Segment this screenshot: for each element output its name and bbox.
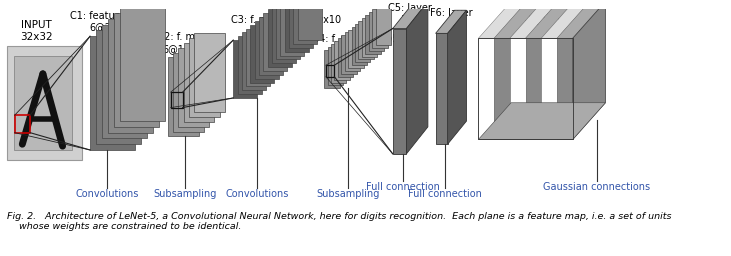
Polygon shape	[393, 2, 428, 29]
Bar	[281, 0, 304, 56]
Text: S2: f. maps
6@14x14: S2: f. maps 6@14x14	[158, 32, 213, 54]
Text: Convolutions: Convolutions	[75, 188, 139, 199]
Bar	[242, 33, 266, 90]
Text: Gaussian connections: Gaussian connections	[543, 182, 651, 192]
Bar	[259, 17, 283, 75]
Bar	[479, 38, 573, 139]
Bar	[326, 65, 334, 77]
Text: Fig. 2.   Architecture of LeNet-5, a Convolutional Neural Network, here for digi: Fig. 2. Architecture of LeNet-5, a Convo…	[7, 212, 671, 231]
Polygon shape	[510, 2, 558, 38]
Bar	[376, 6, 391, 45]
Bar	[284, 0, 308, 52]
Polygon shape	[479, 103, 605, 139]
Polygon shape	[479, 2, 527, 38]
Text: Full connection: Full connection	[366, 182, 440, 192]
Polygon shape	[526, 38, 542, 139]
Bar	[348, 29, 363, 68]
Text: OUTPUT
10: OUTPUT 10	[522, 13, 561, 34]
Text: Subsampling: Subsampling	[317, 188, 380, 199]
Bar	[178, 48, 209, 127]
Bar	[355, 24, 371, 62]
Bar	[338, 38, 353, 77]
Bar	[102, 25, 147, 138]
Bar	[276, 2, 300, 59]
Polygon shape	[447, 10, 466, 144]
Polygon shape	[479, 38, 494, 139]
Bar	[194, 33, 224, 112]
Text: Convolutions: Convolutions	[226, 188, 289, 199]
Polygon shape	[557, 38, 573, 139]
Text: C3: f. maps 16@10x10: C3: f. maps 16@10x10	[231, 15, 341, 25]
Bar	[238, 36, 262, 94]
Bar	[114, 13, 159, 127]
Bar	[327, 47, 343, 86]
Bar	[96, 30, 140, 144]
Bar	[251, 25, 274, 82]
Bar	[263, 13, 287, 71]
Bar	[14, 56, 72, 150]
Bar	[246, 29, 270, 86]
Bar	[170, 92, 183, 108]
Bar	[268, 9, 292, 67]
Bar	[189, 38, 219, 117]
Bar	[393, 29, 406, 154]
Text: S4: f. maps 16@5x5: S4: f. maps 16@5x5	[313, 34, 411, 44]
Polygon shape	[436, 10, 466, 33]
Bar	[289, 0, 313, 48]
Bar	[436, 33, 447, 144]
Polygon shape	[557, 2, 605, 38]
Bar	[358, 21, 374, 59]
Polygon shape	[542, 2, 590, 38]
Bar	[368, 12, 385, 51]
Text: Full connection: Full connection	[408, 188, 482, 199]
Polygon shape	[573, 2, 605, 139]
Polygon shape	[510, 38, 526, 139]
Bar	[90, 36, 135, 150]
Bar	[183, 43, 214, 122]
Text: C1: feature maps
6@28x28: C1: feature maps 6@28x28	[70, 11, 154, 33]
Bar	[293, 0, 317, 44]
Bar	[233, 40, 257, 98]
Bar	[173, 53, 204, 132]
Bar	[352, 27, 367, 65]
Text: C5: layer
120: C5: layer 120	[388, 3, 432, 25]
Bar	[331, 44, 346, 82]
Polygon shape	[526, 2, 574, 38]
Bar	[254, 21, 279, 79]
Bar	[272, 5, 296, 63]
Bar	[334, 41, 350, 80]
Text: F6: layer
84: F6: layer 84	[430, 8, 472, 29]
Polygon shape	[542, 38, 557, 139]
Bar	[362, 18, 377, 57]
Bar	[324, 50, 340, 88]
Bar	[345, 33, 360, 71]
Bar	[120, 7, 164, 121]
Text: Subsampling: Subsampling	[154, 188, 217, 199]
Bar	[298, 0, 322, 40]
Text: INPUT
32x32: INPUT 32x32	[20, 20, 53, 42]
Bar	[341, 35, 357, 74]
Polygon shape	[494, 2, 542, 38]
Bar	[7, 46, 83, 160]
Bar	[108, 19, 153, 133]
Bar	[15, 115, 30, 133]
Bar	[366, 15, 381, 54]
Polygon shape	[494, 38, 510, 139]
Polygon shape	[406, 2, 428, 154]
Bar	[168, 57, 199, 136]
Bar	[372, 9, 387, 48]
